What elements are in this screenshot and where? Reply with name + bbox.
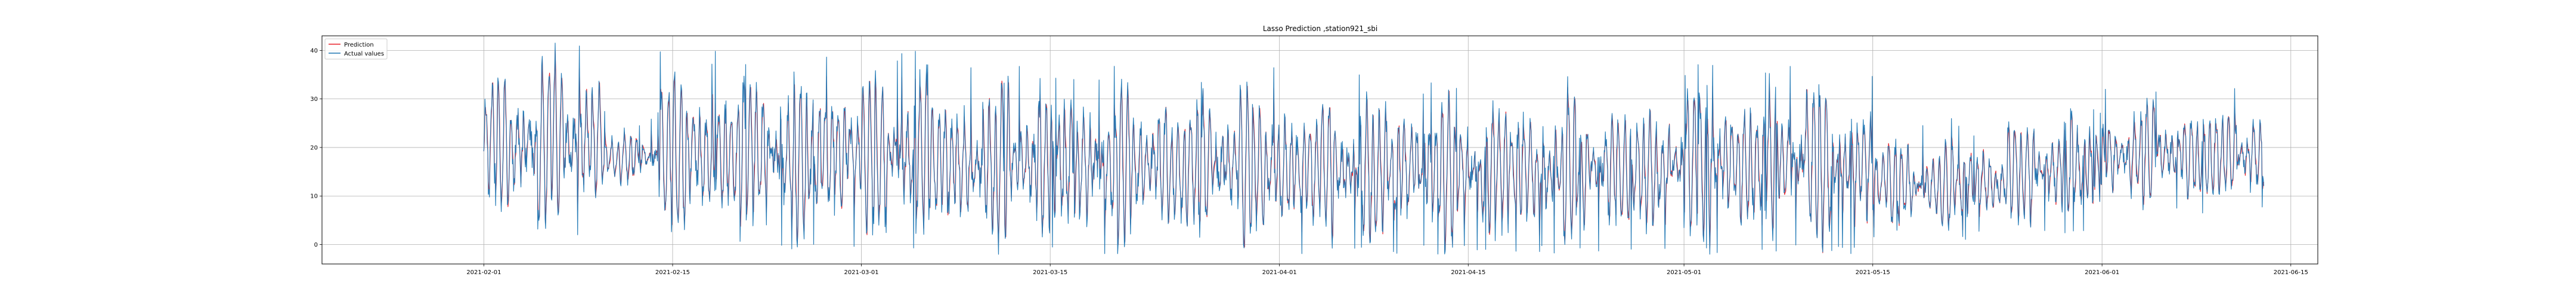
x-tick-label: 2021-05-01 xyxy=(1667,269,1701,276)
chart-title: Lasso Prediction ,station921_sbi xyxy=(1263,24,1377,33)
x-tick-label: 2021-03-01 xyxy=(844,269,879,276)
series-layer xyxy=(483,42,2265,255)
y-tick-label: 0 xyxy=(314,242,318,248)
y-tick-label: 40 xyxy=(310,48,318,54)
x-tick-label: 2021-02-01 xyxy=(466,269,501,276)
axis-layer: 2021-02-01 2021-02-15 2021-03-01 2021-03-15… xyxy=(310,48,2308,276)
legend-label-actual-values: Actual values xyxy=(344,51,384,57)
x-tick-label: 2021-06-15 xyxy=(2274,269,2308,276)
x-tick-label: 2021-04-01 xyxy=(1262,269,1297,276)
x-tick-label: 2021-04-15 xyxy=(1451,269,1485,276)
legend-label-prediction: Prediction xyxy=(344,42,374,48)
plot-frame xyxy=(321,35,2318,265)
x-tick-label: 2021-06-01 xyxy=(2085,269,2119,276)
x-tick-label: 2021-03-15 xyxy=(1033,269,1067,276)
y-tick-label: 10 xyxy=(310,194,318,200)
y-tick-label: 20 xyxy=(310,145,318,151)
x-tick-label: 2021-05-15 xyxy=(1856,269,1890,276)
series-line-actual-values xyxy=(483,42,2265,255)
grid-layer xyxy=(322,36,2318,264)
y-tick-label: 30 xyxy=(310,96,318,103)
legend: Prediction Actual values xyxy=(324,38,388,60)
x-tick-label: 2021-02-15 xyxy=(655,269,690,276)
